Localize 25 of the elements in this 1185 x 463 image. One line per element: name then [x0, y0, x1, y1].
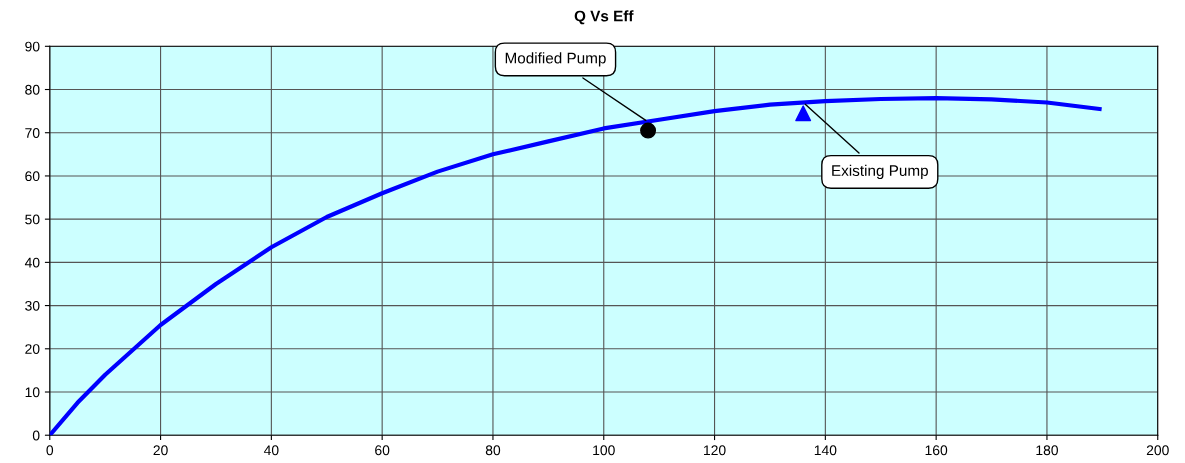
y-tick-label: 60 [25, 171, 40, 182]
y-tick-label: 20 [25, 344, 40, 354]
x-tick-label: 160 [925, 445, 948, 456]
x-tick-label: 60 [375, 445, 390, 456]
y-tick-label: 50 [25, 214, 40, 225]
x-tick-label: 20 [153, 445, 168, 456]
x-tick-label: 40 [263, 445, 279, 456]
annotation: Modified Pump [505, 52, 606, 67]
y-tick-label: 10 [25, 387, 40, 398]
x-tick-label: 80 [485, 445, 501, 456]
x-tick-label: 0 [46, 445, 54, 456]
line-series [49, 96, 1102, 436]
y-tick-label: 0 [32, 430, 40, 441]
x-tick-label: 200 [1146, 445, 1169, 456]
x-tick-label: 120 [704, 445, 726, 456]
y-tick-label: 90 [25, 41, 40, 52]
y-tick-label: 70 [25, 128, 40, 138]
y-tick-label: 80 [25, 84, 40, 95]
annotation: Existing Pump [832, 164, 928, 180]
x-tick-label: 180 [1036, 445, 1058, 456]
chart-title: Q Vs Eff [574, 10, 634, 25]
y-tick-label: 40 [24, 257, 40, 268]
x-tick-label: 140 [814, 445, 837, 456]
x-tick-label: 100 [593, 445, 615, 456]
y-tick-label: 30 [25, 300, 40, 311]
